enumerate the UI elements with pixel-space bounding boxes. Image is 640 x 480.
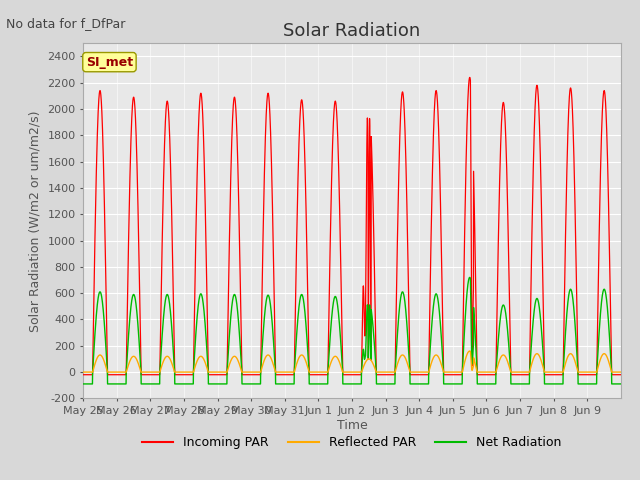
X-axis label: Time: Time [337, 419, 367, 432]
Text: SI_met: SI_met [86, 56, 133, 69]
Title: Solar Radiation: Solar Radiation [284, 22, 420, 40]
Y-axis label: Solar Radiation (W/m2 or um/m2/s): Solar Radiation (W/m2 or um/m2/s) [29, 110, 42, 332]
Text: No data for f_DfPar: No data for f_DfPar [6, 17, 126, 30]
Legend: Incoming PAR, Reflected PAR, Net Radiation: Incoming PAR, Reflected PAR, Net Radiati… [137, 432, 567, 454]
